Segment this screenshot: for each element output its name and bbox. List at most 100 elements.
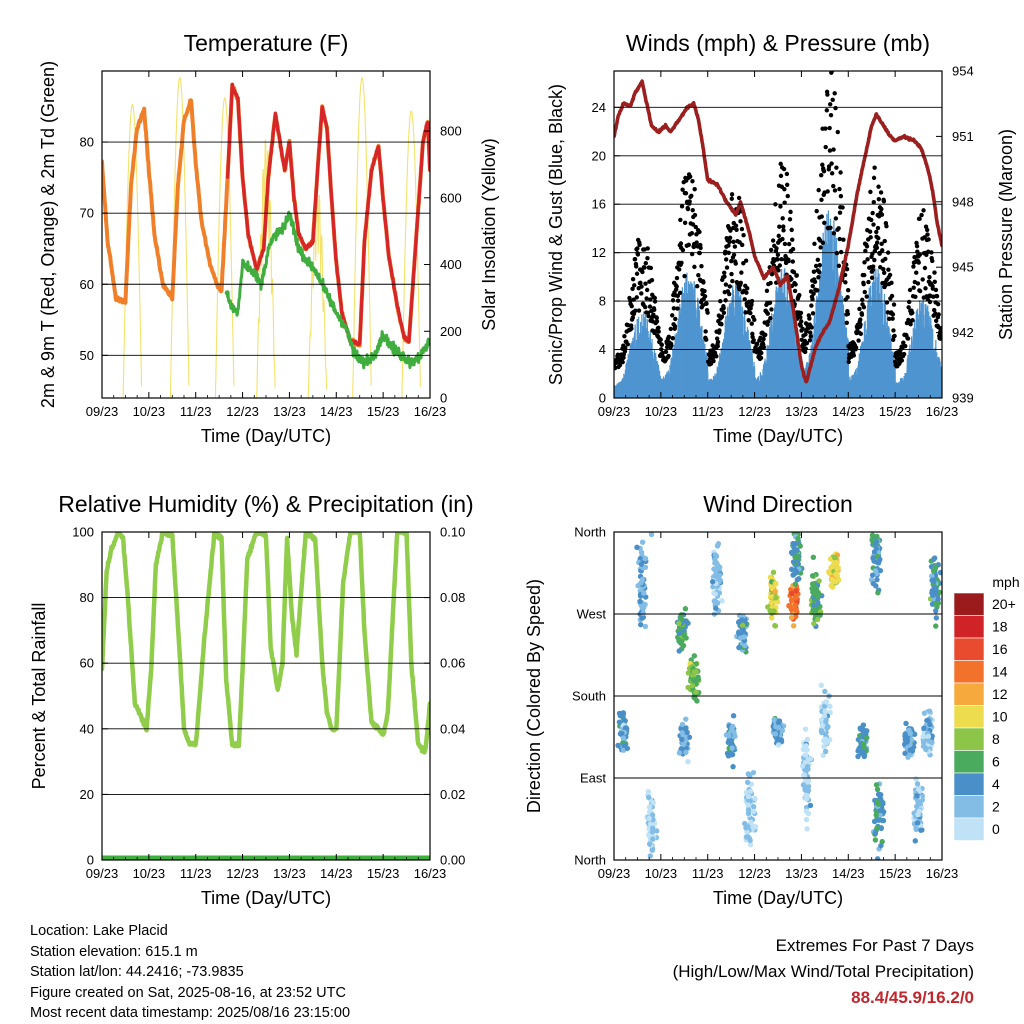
wind-direction-point — [685, 620, 691, 626]
wind-gust-point — [802, 349, 808, 355]
wind-direction-point — [642, 564, 649, 571]
wind-gust-point — [890, 316, 895, 321]
wind-direction-point — [875, 817, 882, 823]
winds-panel-y2tick-label: 951 — [952, 129, 974, 144]
wind-gust-point — [936, 312, 941, 317]
wind-gust-point — [828, 225, 833, 230]
wind-direction-point — [800, 782, 807, 788]
wind-direction-point — [690, 677, 697, 683]
wind-gust-point — [803, 346, 808, 351]
wind-gust-point — [887, 316, 892, 322]
wind-gust-point — [690, 207, 695, 213]
wind-gust-point — [872, 257, 877, 263]
wind-gust-point — [861, 282, 866, 287]
wind-gust-point — [845, 311, 851, 317]
wind-gust-point — [906, 305, 911, 310]
colorbar-swatch — [953, 772, 985, 796]
wind-direction-point — [803, 796, 810, 802]
wind-gust-point — [671, 306, 677, 311]
wind-gust-point — [727, 235, 733, 240]
wind-gust-point — [698, 245, 703, 251]
direction-panel-xtick-label: 14/23 — [832, 866, 865, 881]
wind-gust-point — [791, 269, 797, 275]
wind-direction-point — [685, 758, 691, 765]
wind-gust-point — [637, 242, 642, 248]
wind-gust-point — [838, 249, 844, 255]
station-elevation: Station elevation: 615.1 m — [30, 943, 198, 960]
wind-direction-point — [648, 532, 655, 538]
wind-gust-point — [620, 359, 625, 365]
wind-direction-point — [822, 688, 828, 695]
solar-insolation-line — [256, 139, 276, 398]
wind-gust-point — [811, 291, 816, 296]
wind-direction-point — [822, 748, 829, 755]
wind-direction-point — [829, 563, 836, 570]
wind-direction-point — [685, 670, 692, 676]
temperature-panel-xtick-label: 16/23 — [414, 404, 447, 419]
wind-direction-point — [874, 577, 880, 583]
wind-direction-point — [680, 741, 687, 748]
wind-gust-point — [890, 312, 896, 317]
wind-gust-point — [889, 293, 895, 299]
wind-gust-point — [831, 183, 836, 189]
wind-gust-point — [827, 62, 831, 66]
wind-gust-point — [775, 257, 780, 262]
wind-gust-point — [721, 310, 727, 316]
wind-direction-point — [743, 825, 749, 831]
wind-gust-point — [913, 294, 918, 299]
wind-gust-point — [887, 272, 893, 278]
humidity-panel-y2tick-label: 0.02 — [440, 787, 465, 802]
wind-gust-point — [793, 282, 798, 287]
wind-gust-point — [765, 319, 771, 324]
extremes-values: 88.4/45.9/16.2/0 — [851, 988, 974, 1007]
wind-gust-point — [639, 284, 644, 289]
wind-gust-point — [932, 307, 937, 313]
direction-panel-ytick-label: North — [574, 525, 606, 540]
wind-direction-point — [872, 568, 879, 574]
wind-gust-point — [634, 295, 639, 300]
wind-direction-point — [791, 545, 797, 551]
wind-gust-point — [733, 261, 738, 266]
colorbar-title: mph — [992, 574, 1019, 590]
wind-gust-point — [861, 304, 867, 310]
wind-gust-point — [680, 187, 685, 192]
winds-panel-ylabel: Sonic/Prop Wind & Gust (Blue, Black) — [546, 84, 566, 385]
wind-gust-point — [647, 304, 653, 309]
wind-gust-point — [833, 105, 838, 111]
wind-gust-point — [780, 236, 785, 242]
wind-direction-point — [775, 742, 782, 748]
wind-direction-point — [927, 721, 933, 728]
wind-gust-point — [878, 190, 884, 195]
wind-gust-point — [917, 216, 922, 222]
wind-gust-point — [630, 276, 636, 282]
wind-gust-point — [911, 264, 916, 269]
temperature-panel-xtick-label: 15/23 — [367, 404, 400, 419]
colorbar-swatch — [953, 592, 985, 616]
wind-gust-point — [810, 311, 816, 316]
wind-direction-point — [742, 642, 748, 649]
wind-direction-point — [713, 553, 720, 559]
wind-direction-point — [914, 781, 921, 787]
temperature-panel-y2tick-label: 600 — [440, 190, 462, 205]
wind-gust-point — [719, 314, 725, 319]
wind-direction-point — [689, 682, 696, 689]
wind-gust-point — [734, 227, 739, 233]
wind-gust-point — [784, 171, 790, 177]
wind-gust-point — [926, 237, 931, 242]
wind-gust-point — [864, 294, 869, 299]
wind-direction-point — [776, 718, 783, 724]
wind-gust-point — [845, 287, 851, 293]
wind-direction-point — [793, 607, 799, 613]
wind-gust-point — [672, 324, 678, 329]
wind-direction-point — [638, 549, 645, 556]
wind-gust-point — [663, 349, 669, 355]
wind-direction-point — [650, 800, 656, 806]
colorbar-label: 16 — [992, 641, 1008, 657]
temperature-panel-title: Temperature (F) — [184, 30, 349, 56]
wind-gust-point — [876, 236, 881, 241]
wind-gust-point — [874, 245, 880, 250]
wind-direction-point — [747, 837, 753, 844]
wind-direction-point — [712, 572, 718, 579]
station-latlon: Station lat/lon: 44.2416; -73.9835 — [30, 964, 244, 980]
wind-gust-point — [784, 182, 790, 188]
